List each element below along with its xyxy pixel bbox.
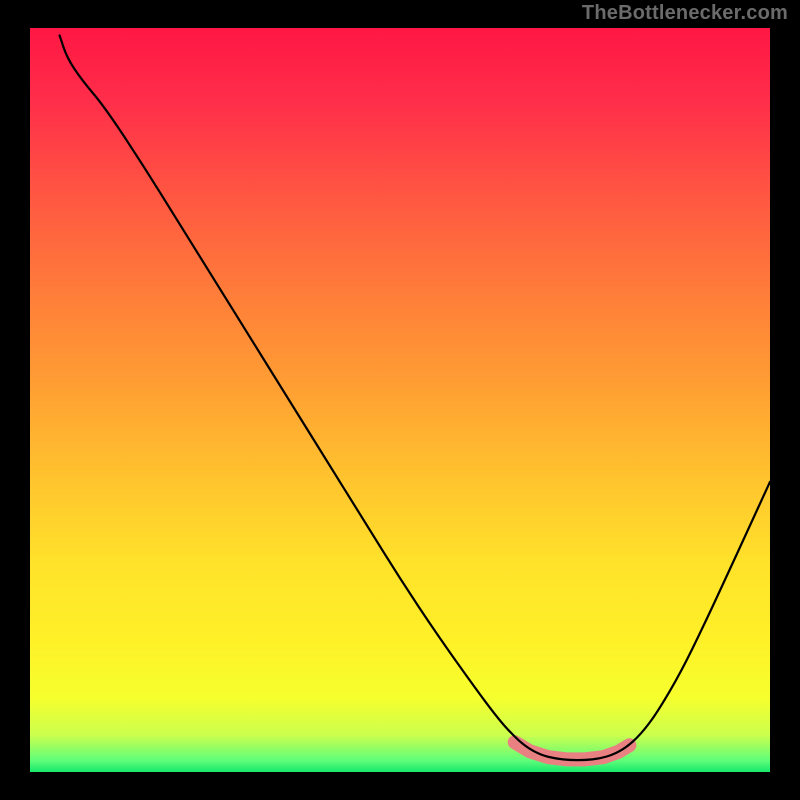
- chart-container: { "watermark": { "text": "TheBottlenecke…: [0, 0, 800, 800]
- chart-gradient-bg: [30, 28, 770, 772]
- watermark-text: TheBottlenecker.com: [582, 2, 788, 25]
- bottleneck-curve-chart: [0, 0, 800, 800]
